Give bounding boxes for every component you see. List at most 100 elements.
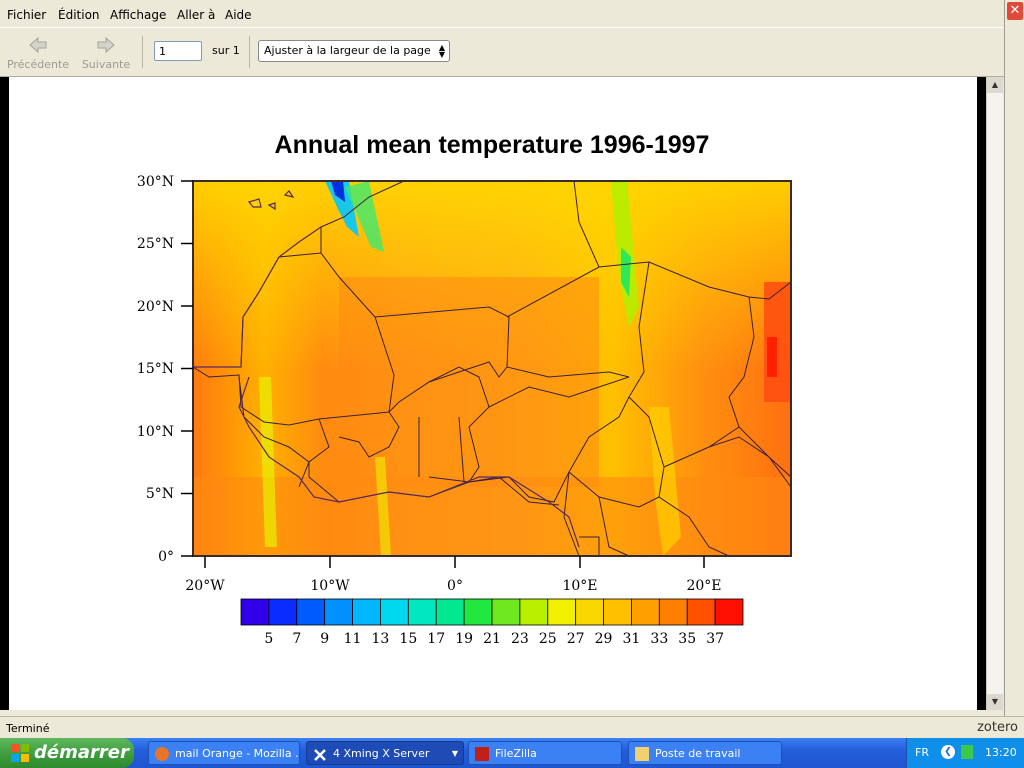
document-viewport[interactable]: Annual mean temperature 1996-1997 <box>0 77 986 710</box>
page-count: sur 1 <box>212 44 240 57</box>
map-plot-area <box>192 180 792 557</box>
menu-aller[interactable]: Aller à <box>177 8 216 22</box>
colorbar-label: 29 <box>595 631 613 647</box>
colorbar-swatch <box>268 598 298 626</box>
y-tick-label: 15°N <box>137 361 174 377</box>
colorbar-label: 5 <box>264 631 273 647</box>
status-bar: Terminé zotero <box>0 716 1024 739</box>
colorbar-label: 9 <box>320 631 329 647</box>
colorbar-swatch <box>324 598 353 626</box>
colorbar-label: 31 <box>623 631 641 647</box>
x-tick-label: 10°W <box>310 578 350 594</box>
colorbar-label: 7 <box>292 631 301 647</box>
colorbar-swatch <box>658 598 688 626</box>
y-tick-label: 20°N <box>137 299 174 315</box>
close-icon[interactable]: ✕ <box>1007 2 1023 20</box>
y-tick-label: 0° <box>158 549 174 565</box>
colorbar-swatch <box>714 598 744 626</box>
colorbar-swatch <box>603 598 632 626</box>
toolbar-separator <box>249 36 250 68</box>
system-tray: FR ❮ 13:20 <box>906 738 1024 768</box>
vertical-scrollbar[interactable]: ▲ ▼ <box>986 77 1003 710</box>
x-tick-label: 20°W <box>185 578 225 594</box>
task-xming[interactable]: 4 Xming X Server ▼ <box>306 741 464 765</box>
x-axis: 20°W 10°W 0° 10°E 20°E <box>185 556 722 594</box>
next-label: Suivante <box>81 58 131 71</box>
y-tick-label: 30°N <box>137 174 174 190</box>
menu-edition[interactable]: Édition <box>58 8 100 22</box>
task-poste-de-travail[interactable]: Poste de travail <box>628 741 782 765</box>
x-tick-label: 0° <box>447 578 463 594</box>
colorbar-labels: 5 7 9 11 13 15 17 19 21 23 25 27 29 31 33 35 37 <box>264 631 724 647</box>
page-number-input[interactable]: 1 <box>154 41 202 61</box>
colorbar <box>240 598 744 626</box>
colorbar-swatch <box>380 598 409 626</box>
colorbar-label: 17 <box>427 631 445 647</box>
folder-icon <box>635 747 649 761</box>
task-label: 4 Xming X Server <box>333 747 430 760</box>
colorbar-label: 21 <box>483 631 501 647</box>
menu-affichage[interactable]: Affichage <box>110 8 167 22</box>
evince-window: Fichier Édition Affichage Aller à Aide P… <box>0 4 1004 710</box>
colorbar-label: 33 <box>650 631 668 647</box>
y-tick-label: 10°N <box>137 424 174 440</box>
arrow-left-icon <box>29 36 47 54</box>
right-window-edge: ✕ <box>1004 0 1024 716</box>
colorbar-swatch <box>435 598 465 626</box>
task-label: Poste de travail <box>655 747 741 760</box>
task-label: FileZilla <box>495 747 537 760</box>
document-page: Annual mean temperature 1996-1997 <box>9 77 977 710</box>
filezilla-icon <box>475 747 489 761</box>
colorbar-label: 27 <box>567 631 585 647</box>
toolbar: Précédente Suivante 1 sur 1 Ajuster à la… <box>0 27 1004 77</box>
colorbar-swatch <box>686 598 716 626</box>
x-tick-label: 10°E <box>562 578 597 594</box>
menu-aide[interactable]: Aide <box>225 8 252 22</box>
language-indicator[interactable]: FR <box>915 746 929 759</box>
updown-arrow-icon: ▲ ▼ <box>438 43 445 59</box>
windows-logo-icon <box>11 744 29 762</box>
colorbar-swatch <box>547 598 577 626</box>
network-icon[interactable] <box>961 745 973 759</box>
x-tick-label: 20°E <box>686 578 721 594</box>
task-filezilla[interactable]: FileZilla <box>468 741 622 765</box>
colorbar-label: 35 <box>678 631 696 647</box>
colorbar-label: 25 <box>539 631 557 647</box>
menu-fichier[interactable]: Fichier <box>7 8 47 22</box>
zoom-select[interactable]: Ajuster à la largeur de la page ▲ ▼ <box>258 40 450 62</box>
status-text: Terminé <box>6 722 50 735</box>
colorbar-label: 37 <box>706 631 724 647</box>
task-firefox[interactable]: mail Orange - Mozilla ... <box>148 741 300 765</box>
colorbar-swatch <box>407 598 437 626</box>
colorbar-swatch <box>575 598 604 626</box>
zoom-value: Ajuster à la largeur de la page <box>264 44 431 57</box>
scroll-down-icon[interactable]: ▼ <box>987 694 1003 710</box>
colorbar-swatch <box>491 598 521 626</box>
arrow-right-icon <box>97 36 115 54</box>
y-tick-label: 25°N <box>137 236 174 252</box>
next-button[interactable]: Suivante <box>71 34 141 71</box>
zotero-label[interactable]: zotero <box>977 720 1018 735</box>
y-tick-label: 5°N <box>146 486 174 502</box>
colorbar-label: 11 <box>344 631 362 647</box>
taskbar: démarrer mail Orange - Mozilla ... 4 Xmi… <box>0 738 1024 768</box>
prev-label: Précédente <box>6 58 70 71</box>
start-label: démarrer <box>34 742 129 763</box>
chevron-left-icon[interactable]: ❮ <box>941 745 955 759</box>
chevron-down-icon: ▼ <box>451 749 458 758</box>
colorbar-swatch <box>352 598 381 626</box>
scroll-up-icon[interactable]: ▲ <box>987 77 1003 93</box>
colorbar-swatch <box>240 598 270 626</box>
colorbar-label: 19 <box>455 631 473 647</box>
colorbar-label: 23 <box>511 631 529 647</box>
prev-button[interactable]: Précédente <box>3 34 73 71</box>
clock: 13:20 <box>985 746 1017 759</box>
menu-bar: Fichier Édition Affichage Aller à Aide <box>0 4 1004 26</box>
coastline <box>193 190 580 548</box>
xming-icon <box>313 747 327 761</box>
chart-title: Annual mean temperature 1996-1997 <box>275 131 710 159</box>
start-button[interactable]: démarrer <box>0 738 134 768</box>
colorbar-label: 13 <box>372 631 390 647</box>
colorbar-swatch <box>519 598 549 626</box>
temperature-map-chart: Annual mean temperature 1996-1997 <box>137 131 792 647</box>
